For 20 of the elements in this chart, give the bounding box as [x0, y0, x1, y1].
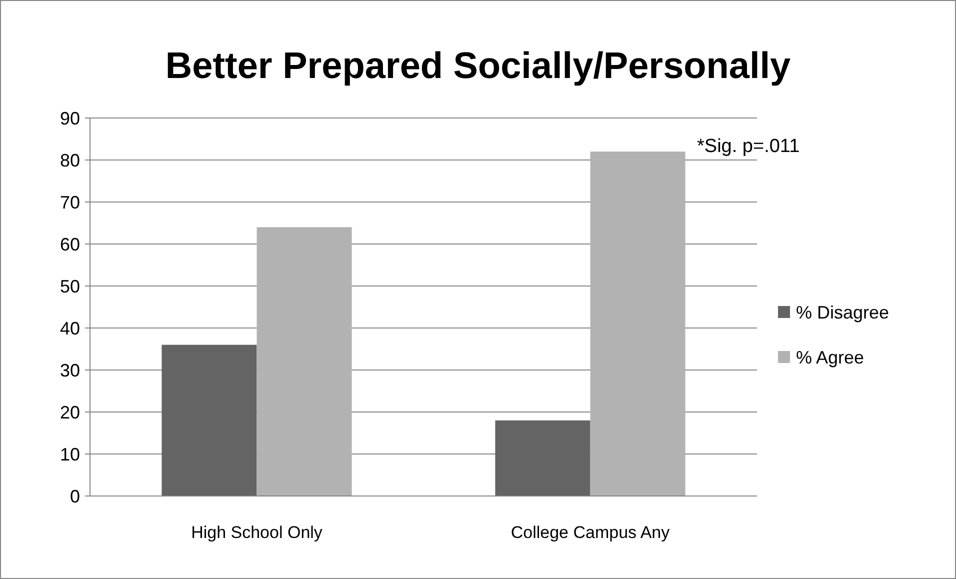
y-tick-label: 40: [60, 318, 80, 338]
y-tick-label: 50: [60, 276, 80, 296]
legend-label: % Agree: [796, 347, 864, 368]
bar: [256, 227, 352, 496]
bar: [495, 420, 590, 496]
x-tick-label: College Campus Any: [510, 523, 670, 542]
y-tick-label: 30: [60, 360, 80, 380]
annotation: *Sig. p=.011: [697, 136, 800, 157]
y-tick-label: 70: [60, 192, 80, 212]
bar: [162, 344, 257, 496]
y-tick-label: 20: [60, 402, 80, 422]
y-tick-label: 90: [60, 108, 80, 128]
x-tick-label: High School Only: [191, 523, 323, 542]
bar: [590, 152, 686, 496]
chart-title: Better Prepared Socially/Personally: [165, 45, 792, 86]
y-tick-label: 60: [60, 234, 80, 254]
legend-label: % Disagree: [796, 302, 890, 322]
y-tick-label: 10: [60, 444, 80, 464]
y-tick-label: 80: [60, 150, 80, 170]
y-tick-label: 0: [70, 486, 80, 506]
